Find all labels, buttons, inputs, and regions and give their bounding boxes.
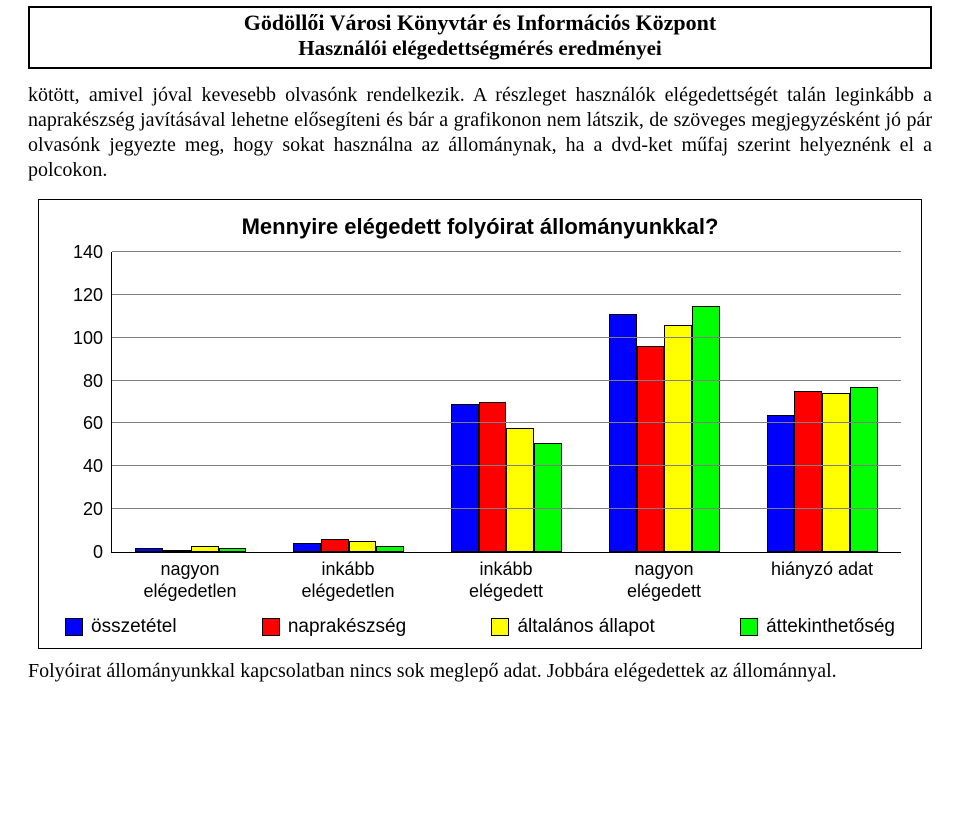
bar <box>692 306 720 552</box>
legend-label: általános állapot <box>517 616 654 638</box>
bar <box>219 548 247 552</box>
header-line1: Gödöllői Városi Könyvtár és Információs … <box>38 10 922 36</box>
legend-swatch <box>491 618 509 636</box>
footer-paragraph: Folyóirat állományunkkal kapcsolatban ni… <box>28 659 932 684</box>
bar <box>850 387 878 552</box>
gridline <box>112 422 901 423</box>
x-label-line: nagyon <box>127 559 253 581</box>
gridline <box>112 465 901 466</box>
bar <box>293 543 321 552</box>
plot-row: 140120100806040200 <box>59 252 901 553</box>
gridline <box>112 380 901 381</box>
x-label: inkábbelégedetlen <box>285 559 411 602</box>
bar-group <box>601 306 727 552</box>
bar <box>349 541 377 552</box>
bar <box>479 402 507 552</box>
gridline <box>112 508 901 509</box>
legend-label: összetétel <box>91 616 177 638</box>
gridline <box>112 337 901 338</box>
chart-container: Mennyire elégedett folyóirat állományunk… <box>38 199 922 649</box>
x-label-line: elégedetlen <box>285 581 411 603</box>
bar <box>376 546 404 552</box>
x-label-line: elégedetlen <box>127 581 253 603</box>
intro-paragraph: kötött, amivel jóval kevesebb olvasónk r… <box>28 83 932 183</box>
bar <box>506 428 534 552</box>
bar <box>767 415 795 552</box>
gridline <box>112 294 901 295</box>
bar <box>637 346 665 552</box>
x-label-line: elégedett <box>601 581 727 603</box>
legend-label: áttekinthetőség <box>766 616 895 638</box>
legend-item: összetétel <box>65 616 177 638</box>
header-box: Gödöllői Városi Könyvtár és Információs … <box>28 6 932 69</box>
legend-item: áttekinthetőség <box>740 616 895 638</box>
bar-group <box>128 546 254 552</box>
plot-area <box>111 252 901 553</box>
gridline <box>112 251 901 252</box>
bar <box>135 548 163 552</box>
legend: összetétel naprakészség általános állapot á… <box>59 616 901 638</box>
bar-group <box>443 402 569 552</box>
x-label-line: inkább <box>443 559 569 581</box>
chart-title: Mennyire elégedett folyóirat állományunk… <box>59 214 901 240</box>
x-label: nagyonelégedetlen <box>127 559 253 602</box>
x-label: nagyonelégedett <box>601 559 727 602</box>
bar <box>534 443 562 552</box>
legend-swatch <box>740 618 758 636</box>
bar <box>794 391 822 552</box>
y-axis: 140120100806040200 <box>59 252 111 552</box>
x-label-line: hiányzó adat <box>759 559 885 581</box>
bar <box>664 325 692 552</box>
legend-label: naprakészség <box>288 616 406 638</box>
bar-group <box>286 539 412 552</box>
legend-item: általános állapot <box>491 616 654 638</box>
x-label-line: elégedett <box>443 581 569 603</box>
bar <box>321 539 349 552</box>
x-label-line: inkább <box>285 559 411 581</box>
bar <box>163 550 191 552</box>
x-label: inkábbelégedett <box>443 559 569 602</box>
x-label: hiányzó adat <box>759 559 885 602</box>
x-axis-labels: nagyonelégedetleninkábbelégedetleninkább… <box>111 559 901 602</box>
page: Gödöllői Városi Könyvtár és Információs … <box>0 6 960 704</box>
x-label-line: nagyon <box>601 559 727 581</box>
bar <box>451 404 479 552</box>
legend-swatch <box>262 618 280 636</box>
bar-groups <box>112 252 901 552</box>
bar <box>191 546 219 552</box>
legend-item: naprakészség <box>262 616 406 638</box>
legend-swatch <box>65 618 83 636</box>
header-line2: Használói elégedettségmérés eredményei <box>38 36 922 61</box>
bar <box>822 393 850 552</box>
bar <box>609 314 637 552</box>
bar-group <box>759 387 885 552</box>
